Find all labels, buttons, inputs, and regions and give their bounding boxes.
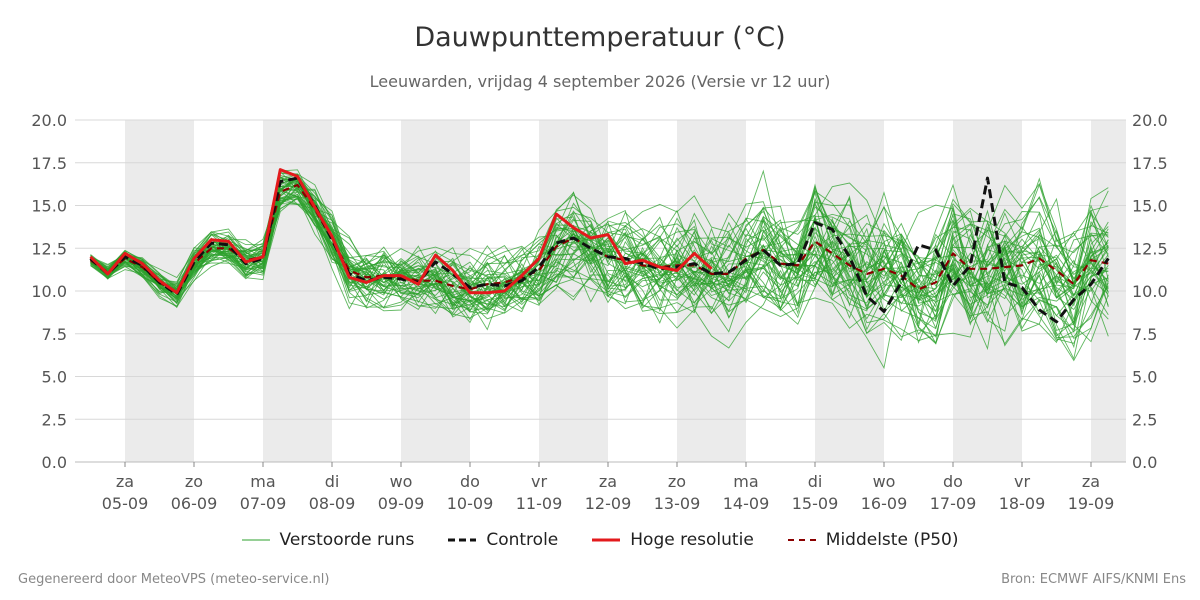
ensemble-run-line [90, 178, 1109, 345]
ensemble-run-line [90, 174, 1109, 317]
y-tick-label: 0.0 [1132, 453, 1157, 472]
ensemble-run-line [90, 170, 1109, 342]
x-tick-day: do [943, 472, 963, 491]
legend-item-highres: Hoge resolutie [592, 530, 754, 550]
x-tick-date: 09-09 [378, 494, 425, 513]
ensemble-run-line [90, 177, 1109, 349]
highres-line [89, 168, 713, 295]
y-tick-label: 5.0 [42, 368, 67, 387]
x-tick-day: di [808, 472, 823, 491]
x-tick-day: vr [1014, 472, 1030, 491]
x-tick-day: di [325, 472, 340, 491]
x-tick-date: 17-09 [930, 494, 977, 513]
x-axis: za 05-09 zo 06-09 ma 07-09 di 08-09 wo 09-09 do 10-… [102, 462, 1115, 513]
legend-swatch-highres [592, 538, 621, 542]
y-axis-right: 0.0 2.5 5.0 7.5 10.0 12.5 15.0 17.5 20.0 [1132, 111, 1168, 472]
y-tick-label: 20.0 [1132, 111, 1168, 130]
y-tick-label: 10.0 [31, 282, 67, 301]
x-tick-date: 15-09 [792, 494, 839, 513]
legend-label-highres: Hoge resolutie [630, 530, 754, 550]
x-tick-date: 07-09 [240, 494, 287, 513]
x-tick-date: 18-09 [999, 494, 1046, 513]
legend-swatch-ensemble [241, 539, 270, 541]
x-tick-date: 13-09 [654, 494, 701, 513]
y-axis-left: 0.0 2.5 5.0 7.5 10.0 12.5 15.0 17.5 20.0 [31, 111, 67, 472]
x-tick-day: ma [733, 472, 758, 491]
legend-swatch-median [787, 539, 816, 541]
ensemble-run-line [90, 169, 1109, 324]
x-tick-date: 16-09 [861, 494, 908, 513]
x-tick-day: zo [668, 472, 686, 491]
x-tick-date: 10-09 [447, 494, 494, 513]
x-tick-day: zo [185, 472, 203, 491]
x-tick-date: 06-09 [171, 494, 218, 513]
y-tick-label: 5.0 [1132, 368, 1157, 387]
y-tick-label: 20.0 [31, 111, 67, 130]
ensemble-runs [90, 169, 1109, 370]
legend-item-ensemble: Verstoorde runs [241, 530, 415, 550]
x-tick-day: ma [250, 472, 275, 491]
x-tick-date: 11-09 [516, 494, 563, 513]
legend-label-median: Middelste (P50) [825, 530, 959, 550]
legend-swatch-control [448, 538, 477, 542]
x-tick-day: wo [873, 472, 896, 491]
x-tick-date: 08-09 [309, 494, 356, 513]
chart-title: Dauwpunttemperatuur (°C) [414, 22, 786, 53]
y-tick-label: 2.5 [42, 410, 67, 429]
y-tick-label: 10.0 [1132, 282, 1168, 301]
ensemble-run-line [90, 191, 1109, 298]
x-tick-day: za [116, 472, 134, 491]
x-tick-date: 19-09 [1068, 494, 1115, 513]
y-tick-label: 12.5 [31, 239, 67, 258]
legend-item-median: Middelste (P50) [787, 530, 959, 550]
y-tick-label: 7.5 [42, 325, 67, 344]
x-tick-date: 14-09 [723, 494, 770, 513]
y-tick-label: 0.0 [42, 453, 67, 472]
ensemble-run-line [90, 187, 1109, 315]
footer-source: Bron: ECMWF AIFS/KNMI Ens [1001, 572, 1186, 587]
ensemble-run-line [90, 178, 1109, 321]
y-tick-label: 2.5 [1132, 410, 1157, 429]
chart-subtitle: Leeuwarden, vrijdag 4 september 2026 (Ve… [369, 72, 831, 91]
x-tick-date: 12-09 [585, 494, 632, 513]
ensemble-run-line [90, 176, 1109, 335]
x-tick-day: do [460, 472, 480, 491]
y-tick-label: 15.0 [1132, 197, 1168, 216]
y-tick-label: 17.5 [31, 154, 67, 173]
x-tick-day: za [1082, 472, 1100, 491]
main-series [89, 168, 1110, 324]
x-tick-day: vr [531, 472, 547, 491]
ensemble-run-line [90, 175, 1109, 338]
x-tick-day: wo [390, 472, 413, 491]
y-tick-label: 15.0 [31, 197, 67, 216]
legend-label-ensemble: Verstoorde runs [279, 530, 415, 550]
legend-label-control: Controle [486, 530, 559, 550]
y-tick-label: 17.5 [1132, 154, 1168, 173]
x-tick-day: za [599, 472, 617, 491]
control-line [89, 176, 1110, 324]
y-tick-label: 7.5 [1132, 325, 1157, 344]
y-tick-label: 12.5 [1132, 239, 1168, 258]
legend-item-control: Controle [448, 530, 558, 550]
legend: Verstoorde runs Controle Hoge resolutie … [0, 530, 1200, 550]
footer-credit: Gegenereerd door MeteoVPS (meteo-service… [18, 572, 330, 587]
x-tick-date: 05-09 [102, 494, 149, 513]
